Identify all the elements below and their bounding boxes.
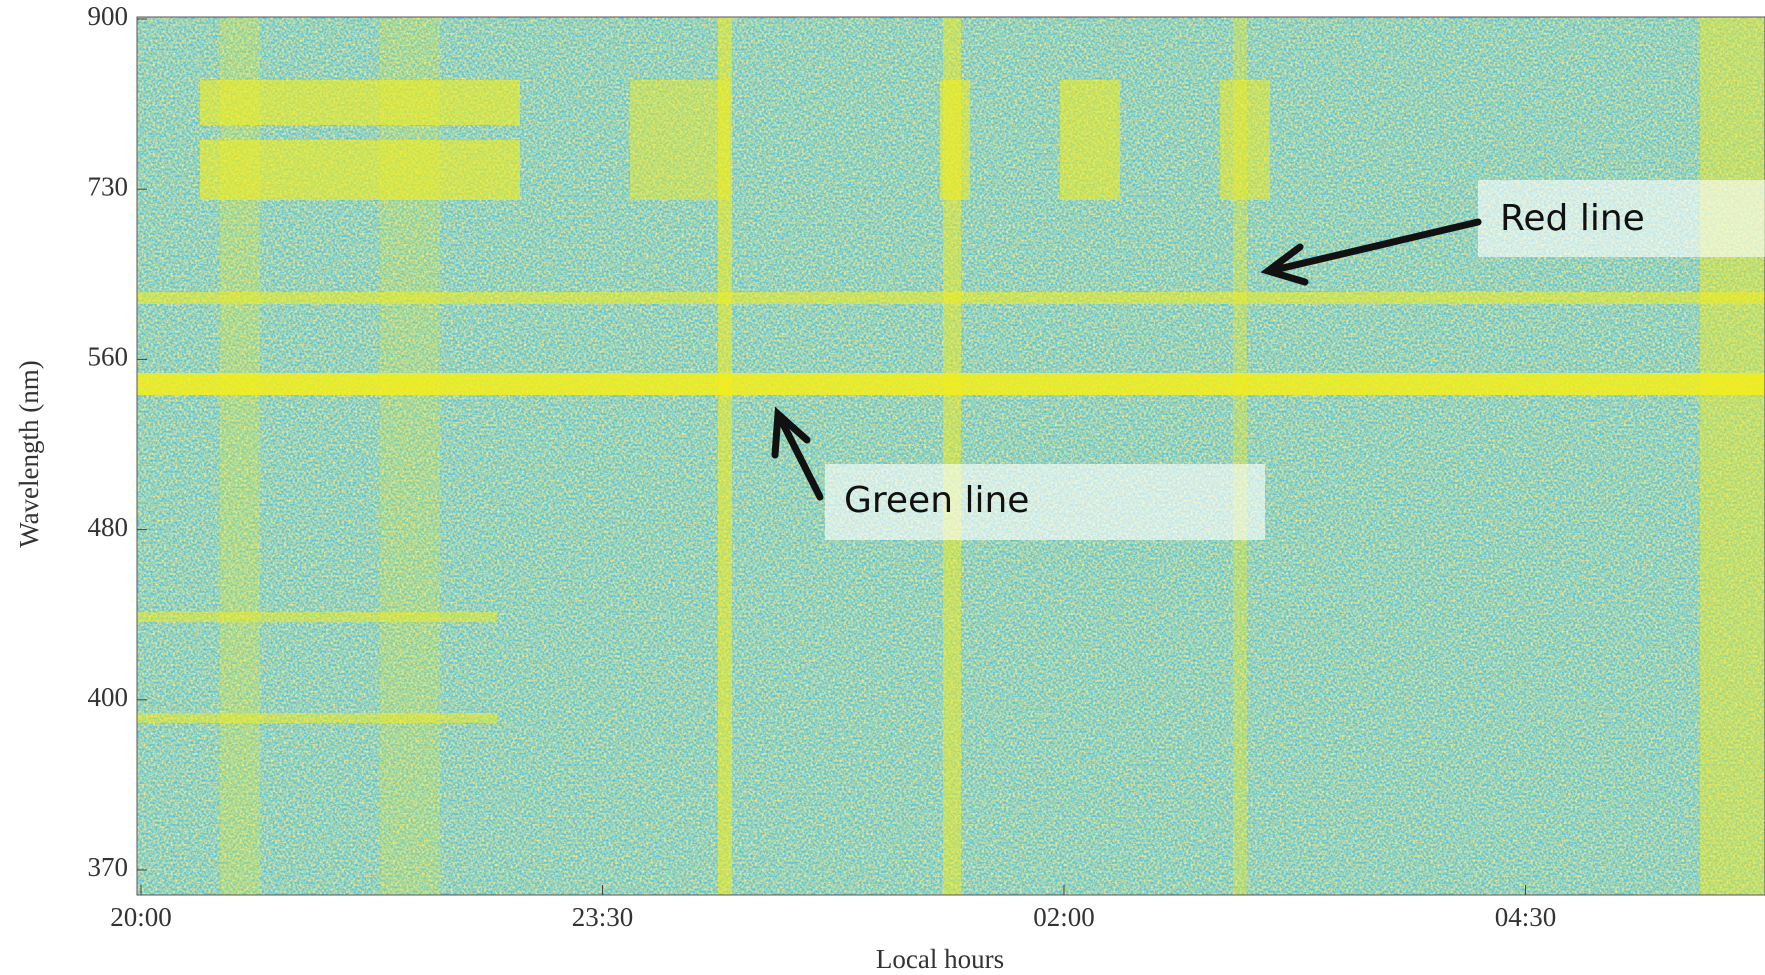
arrow: [771, 406, 824, 501]
y-tick-label: 730: [88, 171, 129, 201]
heatmap: [137, 17, 1765, 895]
emission-bands: [137, 17, 1765, 895]
annotation-box: [1478, 180, 1765, 257]
arrow: [1260, 218, 1482, 286]
y-tick-label: 480: [88, 512, 129, 542]
x-tick-label: 20:00: [110, 902, 172, 932]
y-tick-label: 400: [88, 682, 129, 712]
x-tick-label: 23:30: [572, 902, 634, 932]
y-tick-label: 560: [88, 342, 129, 372]
plot-frame: [136, 16, 1765, 896]
x-tick-label: 04:30: [1495, 902, 1557, 932]
y-axis-label: Wavelength (nm): [14, 360, 44, 548]
x-tick-label: 02:00: [1033, 902, 1095, 932]
annotation: Green line: [844, 480, 1029, 521]
annotation-box: [825, 464, 1265, 540]
y-tick-label: 900: [88, 1, 129, 31]
x-axis-label: Local hours: [876, 944, 1004, 974]
annotation: Red line: [1500, 198, 1645, 239]
y-tick-label: 370: [88, 852, 129, 882]
